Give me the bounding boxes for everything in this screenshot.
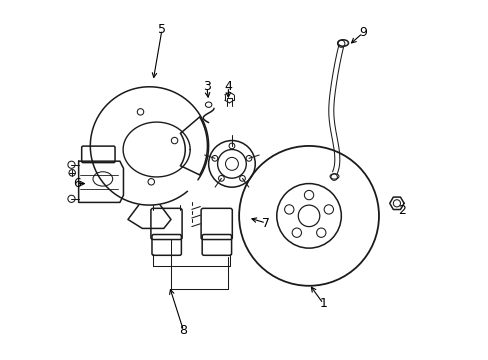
Text: 2: 2 [398, 204, 406, 217]
Text: 6: 6 [73, 177, 81, 190]
Text: 7: 7 [262, 216, 269, 230]
Text: 1: 1 [319, 297, 326, 310]
Text: 3: 3 [203, 80, 210, 93]
Text: 8: 8 [179, 324, 187, 337]
Text: 4: 4 [224, 80, 232, 93]
Text: 9: 9 [358, 27, 366, 40]
Text: 5: 5 [158, 23, 166, 36]
